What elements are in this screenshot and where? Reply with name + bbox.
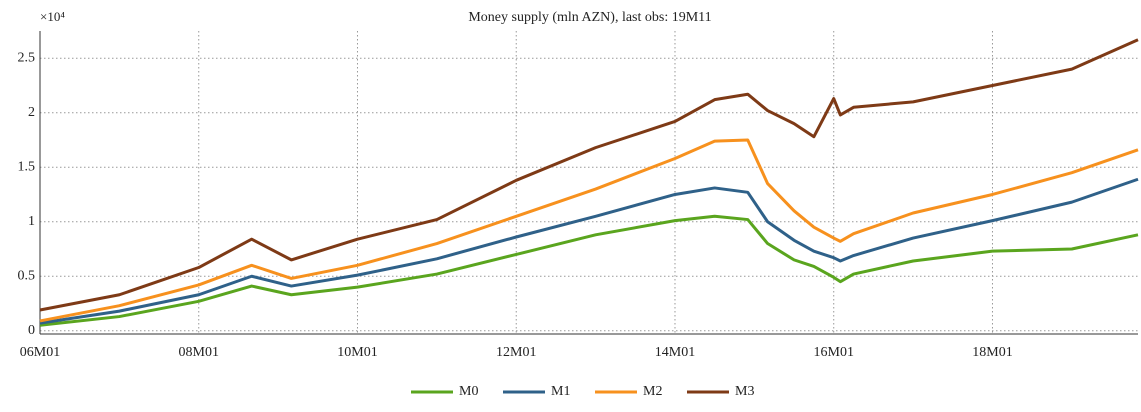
x-tick-label: 10M01 xyxy=(337,345,377,360)
x-tick-label: 06M01 xyxy=(20,345,60,360)
y-tick-label: 2 xyxy=(28,105,35,120)
x-tick-label: 16M01 xyxy=(814,345,854,360)
y-tick-label: 0 xyxy=(28,323,35,338)
series-line xyxy=(39,138,1139,323)
chart-title: Money supply (mln AZN), last obs: 19M11 xyxy=(468,10,711,25)
x-tick-label: 18M01 xyxy=(972,345,1012,360)
legend-label: M3 xyxy=(735,384,754,399)
legend-label: M1 xyxy=(551,384,570,399)
series-line xyxy=(39,38,1139,312)
y-tick-label: 1 xyxy=(28,214,35,229)
x-tick-label: 08M01 xyxy=(179,345,219,360)
x-tick-label: 12M01 xyxy=(496,345,536,360)
x-tick-label: 14M01 xyxy=(655,345,695,360)
y-tick-label: 0.5 xyxy=(18,268,36,283)
y-tick-label: 1.5 xyxy=(18,159,36,174)
legend-label: M2 xyxy=(643,384,662,399)
series-line xyxy=(39,177,1139,325)
legend-label: M0 xyxy=(459,384,478,399)
y-tick-label: 2.5 xyxy=(18,50,36,65)
y-exponent: ×10⁴ xyxy=(40,9,65,24)
series-line xyxy=(39,214,1139,327)
